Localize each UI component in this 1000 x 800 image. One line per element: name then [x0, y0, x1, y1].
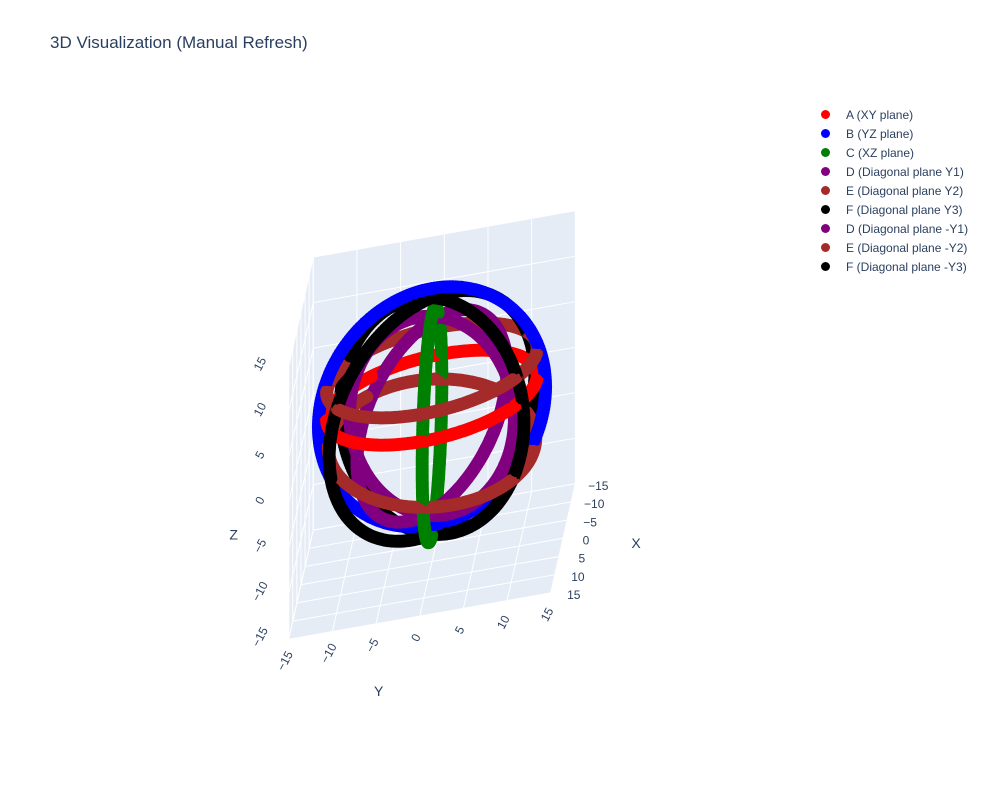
x-tick-label: 0 [583, 533, 590, 547]
grid-line [313, 210, 576, 258]
x-tick-label: −15 [588, 479, 609, 493]
y-tick-label: −15 [274, 648, 296, 673]
y-tick-label: 5 [452, 623, 468, 636]
data-point [354, 486, 368, 500]
z-tick-label: 5 [252, 448, 268, 461]
data-point [435, 292, 449, 306]
x-tick-label: 10 [571, 570, 585, 584]
legend-swatch [821, 243, 830, 252]
y-tick-label: −5 [363, 636, 382, 655]
legend-item[interactable]: D (Diagonal plane -Y1) [818, 219, 968, 238]
grid-line [288, 592, 551, 640]
data-point [369, 411, 383, 425]
z-tick-label: 10 [251, 400, 270, 419]
y-tick-label: −10 [318, 641, 340, 666]
z-tick-label: −10 [249, 579, 271, 604]
legend-label: B (YZ plane) [846, 126, 914, 141]
legend-swatch [821, 186, 830, 195]
y-tick-label: 15 [538, 605, 557, 624]
legend-item[interactable]: A (XY plane) [818, 105, 968, 124]
legend-label: E (Diagonal plane -Y2) [846, 240, 968, 255]
legend-swatch [821, 262, 830, 271]
legend-swatch [821, 205, 830, 214]
data-point [487, 425, 501, 439]
legend: A (XY plane) B (YZ plane) C (XZ plane) D (D… [818, 105, 968, 276]
legend-label: D (Diagonal plane -Y1) [846, 221, 969, 236]
x-tick-label: 5 [579, 552, 586, 566]
data-point [345, 367, 359, 381]
grid-line [288, 302, 314, 412]
legend-label: F (Diagonal plane -Y3) [846, 259, 967, 274]
grid-line [288, 256, 314, 367]
data-point [369, 438, 383, 452]
y-tick-label: 0 [408, 631, 424, 644]
z-tick-label: −15 [249, 624, 271, 649]
legend-swatch [821, 167, 830, 176]
grid-line [506, 491, 533, 601]
legend-item[interactable]: E (Diagonal plane Y2) [818, 181, 968, 200]
data-point [417, 386, 431, 400]
legend-item[interactable]: E (Diagonal plane -Y2) [818, 238, 968, 257]
y-tick-label: 10 [494, 613, 513, 632]
legend-label: A (XY plane) [846, 107, 914, 122]
legend-item[interactable]: F (Diagonal plane Y3) [818, 200, 968, 219]
z-tick-label: 15 [251, 354, 270, 373]
grid-line [313, 255, 576, 304]
x-tick-label: 15 [567, 588, 581, 602]
y-axis-title: Y [374, 683, 384, 699]
legend-swatch [821, 110, 830, 119]
z-tick-label: −5 [251, 536, 270, 555]
data-point [363, 312, 377, 325]
x-tick-label: −5 [583, 515, 597, 529]
z-tick-label: 0 [252, 494, 268, 507]
legend-item[interactable]: F (Diagonal plane -Y3) [818, 257, 968, 276]
chart-title: 3D Visualization (Manual Refresh) [50, 33, 308, 52]
x-tick-label: −10 [584, 497, 605, 511]
data-markers [311, 280, 553, 550]
legend-swatch [821, 148, 830, 157]
grid-line [550, 483, 576, 594]
legend-label: E (Diagonal plane Y2) [846, 183, 964, 198]
x-axis-title: X [631, 535, 641, 551]
legend-item[interactable]: C (XZ plane) [818, 143, 968, 162]
legend-item[interactable]: B (YZ plane) [818, 124, 968, 143]
legend-swatch [821, 224, 830, 233]
legend-item[interactable]: D (Diagonal plane Y1) [818, 162, 968, 181]
legend-swatch [821, 129, 830, 138]
legend-label: C (XZ plane) [846, 145, 915, 160]
legend-label: F (Diagonal plane Y3) [846, 202, 963, 217]
legend-label: D (Diagonal plane Y1) [846, 164, 964, 179]
z-axis-title: Z [229, 527, 238, 543]
